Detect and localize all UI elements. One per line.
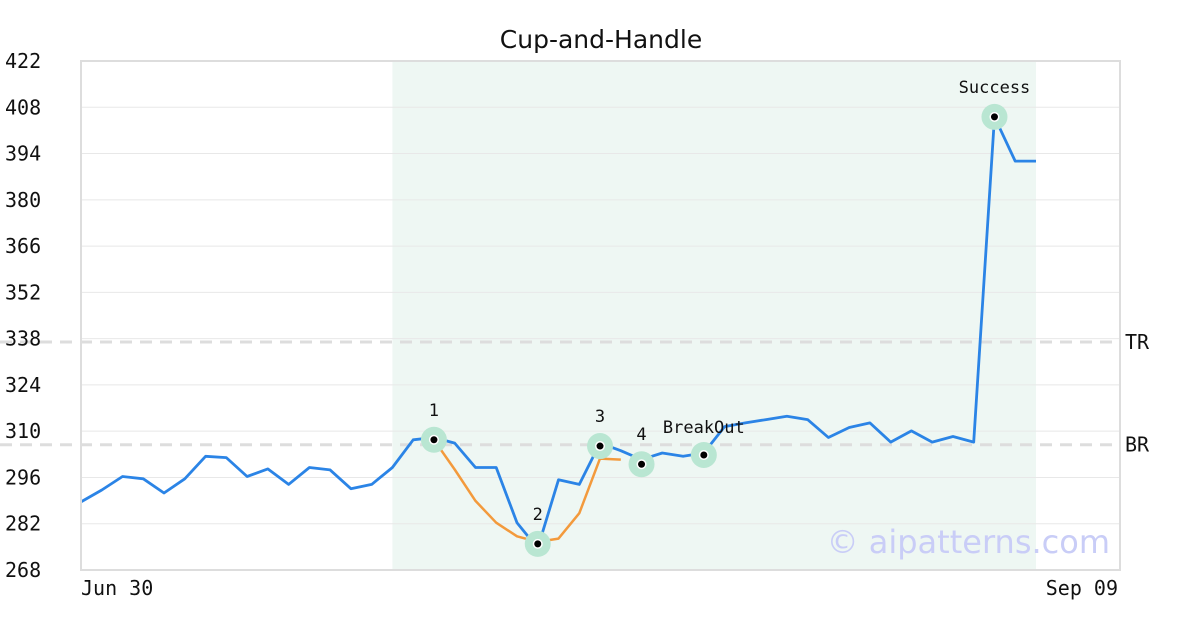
marker-dot	[430, 436, 438, 444]
level-label: TR	[1125, 330, 1150, 354]
y-tick-label: 282	[5, 512, 41, 536]
y-tick-label: 268	[5, 558, 41, 582]
marker-label: BreakOut	[663, 418, 745, 438]
marker-dot	[534, 540, 542, 548]
y-tick-label: 380	[5, 188, 41, 212]
y-tick-label: 338	[5, 327, 41, 351]
marker-dot	[638, 460, 646, 468]
y-tick-label: 352	[5, 280, 41, 304]
pattern-region	[392, 61, 1036, 570]
y-tick-label: 408	[5, 95, 41, 119]
marker-dot	[990, 113, 998, 121]
marker-label: 3	[595, 407, 605, 427]
y-tick-label: 422	[5, 49, 41, 73]
plot-frame	[80, 60, 1121, 571]
marker-label: 2	[533, 505, 543, 525]
y-tick-label: 394	[5, 142, 41, 166]
y-tick-label: 296	[5, 465, 41, 489]
chart-title: Cup-and-Handle	[500, 25, 702, 54]
y-tick-label: 324	[5, 373, 41, 397]
marker-label: 1	[429, 401, 439, 421]
watermark: © aipatterns.com	[827, 523, 1110, 561]
x-tick-label: Sep 09	[1046, 576, 1118, 600]
x-tick-label: Jun 30	[81, 576, 153, 600]
y-tick-label: 366	[5, 234, 41, 258]
marker-label: Success	[959, 78, 1031, 98]
marker-dot	[596, 442, 604, 450]
marker-dot	[700, 451, 708, 459]
level-label: BR	[1125, 433, 1150, 457]
price-line	[80, 115, 1036, 550]
y-tick-label: 310	[5, 419, 41, 443]
marker-label: 4	[636, 425, 646, 445]
